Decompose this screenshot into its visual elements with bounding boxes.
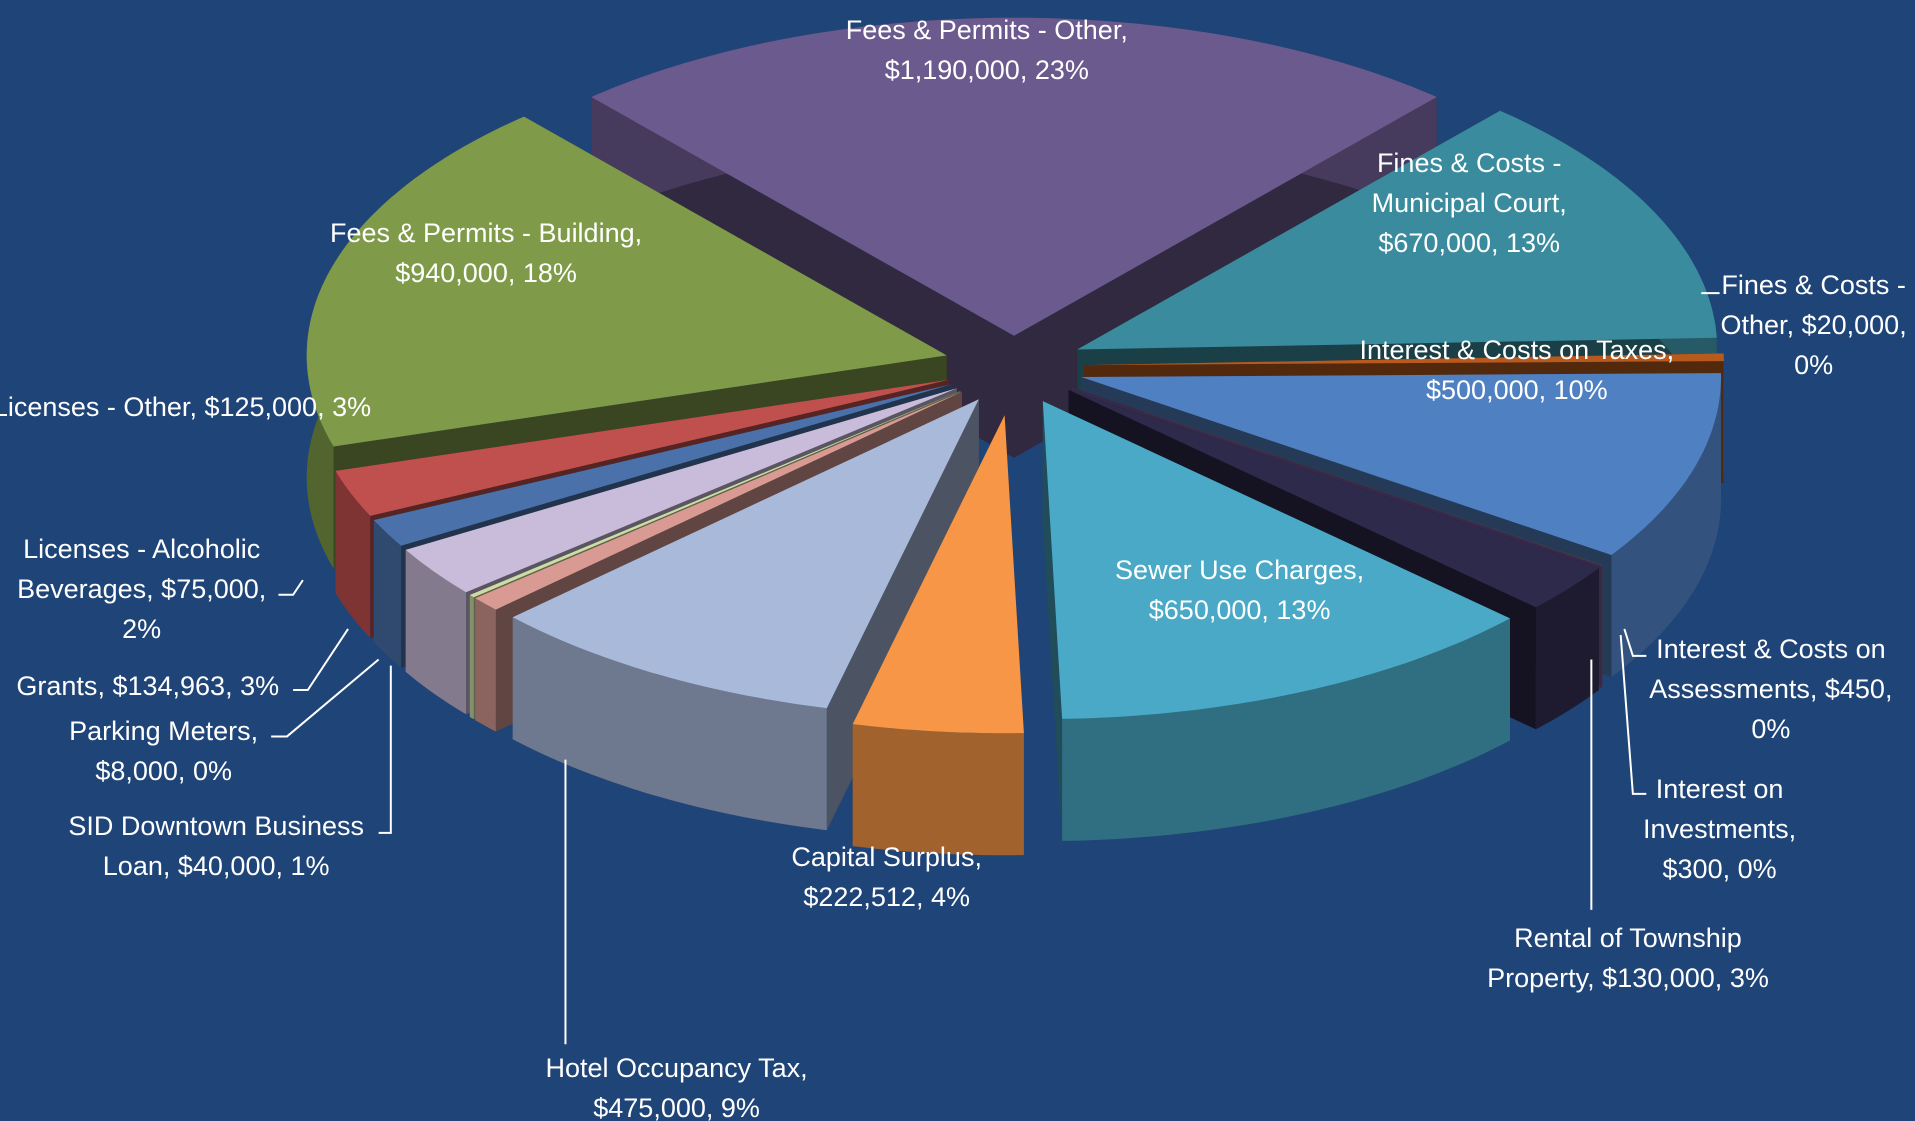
- data-label: Fines & Costs - Other, $20,000, 0%: [1720, 270, 1907, 381]
- label-part: $1,190,000: [884, 54, 1020, 85]
- data-label: Fees & Permits - Building, $940,000, 18%: [330, 217, 643, 288]
- slice: [1084, 353, 1724, 366]
- slice: [1042, 401, 1510, 719]
- label-part: Sewer Use Charges: [1115, 554, 1357, 585]
- label-part: Fines & Costs - Municipal Court: [1371, 147, 1562, 218]
- label-part: 1%: [290, 851, 330, 882]
- slice-side: [1062, 618, 1510, 841]
- data-label: Interest on Investments, $300, 0%: [1643, 774, 1797, 885]
- slice-side: [469, 595, 474, 720]
- data-label: Parking Meters, $8,000, 0%: [69, 715, 259, 786]
- slice-side: [1535, 568, 1599, 730]
- slice: [373, 384, 953, 546]
- label-part: $670,000: [1378, 227, 1491, 258]
- label-part: 13%: [1506, 227, 1561, 258]
- label-part: $300: [1662, 854, 1723, 885]
- data-label: SID Downtown Business Loan, $40,000, 1%: [68, 811, 364, 882]
- label-part: 23%: [1034, 54, 1089, 85]
- leader-line: [278, 579, 304, 596]
- slice-side: [512, 617, 827, 831]
- slice: [852, 415, 1024, 734]
- slice: [306, 116, 947, 447]
- label-part: 4%: [930, 881, 970, 912]
- data-label: Fines & Costs - Municipal Court, $670,00…: [1371, 147, 1567, 258]
- slice: [335, 379, 949, 516]
- label-part: SID Downtown Business Loan: [68, 811, 364, 882]
- slice: [475, 391, 962, 610]
- label-part: $130,000: [1602, 963, 1715, 994]
- label-part: 0%: [1751, 713, 1791, 744]
- data-label: Capital Surplus, $222,512, 4%: [791, 841, 982, 912]
- slice: [405, 388, 957, 593]
- leader-line: [1619, 634, 1647, 795]
- data-label: Sewer Use Charges, $650,000, 13%: [1115, 554, 1365, 625]
- data-label: Interest & Costs on Assessments, $450, 0…: [1649, 633, 1893, 744]
- slice-side: [1042, 401, 1063, 841]
- label-part: Parking Meters: [69, 715, 251, 746]
- label-part: Licenses - Other: [0, 392, 190, 423]
- label-part: 18%: [522, 257, 577, 288]
- slice-side: [373, 520, 401, 668]
- label-part: $222,512: [803, 881, 916, 912]
- label-part: Grants: [16, 670, 98, 701]
- data-label: Grants, $134,963, 3%: [16, 670, 280, 701]
- label-part: 0%: [1737, 854, 1777, 885]
- label-part: $940,000: [395, 257, 508, 288]
- slice: [1081, 373, 1722, 555]
- label-part: 13%: [1276, 594, 1331, 625]
- label-part: 3%: [332, 392, 372, 423]
- label-part: $8,000: [95, 755, 178, 786]
- slice: [1072, 387, 1603, 566]
- label-part: Hotel Occupancy Tax: [545, 1052, 801, 1083]
- data-label: Rental of Township Property, $130,000, 3…: [1487, 923, 1769, 994]
- label-part: $500,000: [1426, 374, 1539, 405]
- label-part: Licenses - Alcoholic Beverages: [17, 533, 261, 604]
- label-part: Fines & Costs - Other: [1720, 270, 1906, 341]
- slice: [591, 17, 1437, 336]
- label-part: Fees & Permits - Building: [330, 217, 635, 248]
- label-part: Interest & Costs on Taxes: [1359, 334, 1667, 365]
- slice-side: [852, 724, 1024, 856]
- leader-line: [378, 665, 392, 834]
- slice-side: [405, 549, 466, 715]
- leader-line: [1623, 628, 1647, 657]
- label-part: Rental of Township Property: [1487, 923, 1742, 994]
- data-label: Hotel Occupancy Tax, $475,000, 9%: [545, 1052, 808, 1121]
- label-part: $125,000: [204, 392, 318, 423]
- label-part: Interest on Investments: [1643, 774, 1789, 845]
- data-label: Interest & Costs on Taxes, $500,000, 10%: [1359, 334, 1675, 405]
- label-part: $40,000: [177, 851, 276, 882]
- leader-line: [293, 628, 349, 692]
- slice: [512, 399, 979, 709]
- data-label: Licenses - Other, $125,000, 3%: [0, 387, 371, 427]
- label-part: $450: [1824, 673, 1885, 704]
- label-part: 3%: [1729, 963, 1769, 994]
- label-part: Interest & Costs on Assessments: [1649, 633, 1886, 704]
- label-part: $475,000: [593, 1092, 706, 1121]
- label-part: $75,000: [161, 573, 259, 604]
- label-part: 0%: [192, 755, 232, 786]
- data-label: Fees & Permits - Other, $1,190,000, 23%: [845, 14, 1128, 85]
- label-part: 0%: [1794, 350, 1834, 381]
- label-part: Fees & Permits - Other: [845, 14, 1121, 45]
- data-label: Licenses - Alcoholic Beverages, $75,000,…: [17, 533, 267, 644]
- slice: [1072, 387, 1603, 566]
- slice: [1068, 390, 1599, 608]
- label-part: $20,000: [1801, 310, 1900, 341]
- slice: [469, 390, 961, 598]
- label-part: $134,963: [112, 670, 226, 701]
- label-part: 3%: [240, 670, 280, 701]
- label-part: 2%: [122, 613, 162, 644]
- slice: [1077, 110, 1717, 350]
- slice-side: [1611, 373, 1722, 677]
- slice-side: [475, 598, 496, 732]
- slice-side: [335, 470, 371, 638]
- label-part: Capital Surplus: [791, 841, 975, 872]
- label-part: 10%: [1553, 374, 1608, 405]
- label-part: $650,000: [1148, 594, 1262, 625]
- label-part: 9%: [720, 1092, 760, 1121]
- leader-line: [271, 658, 380, 738]
